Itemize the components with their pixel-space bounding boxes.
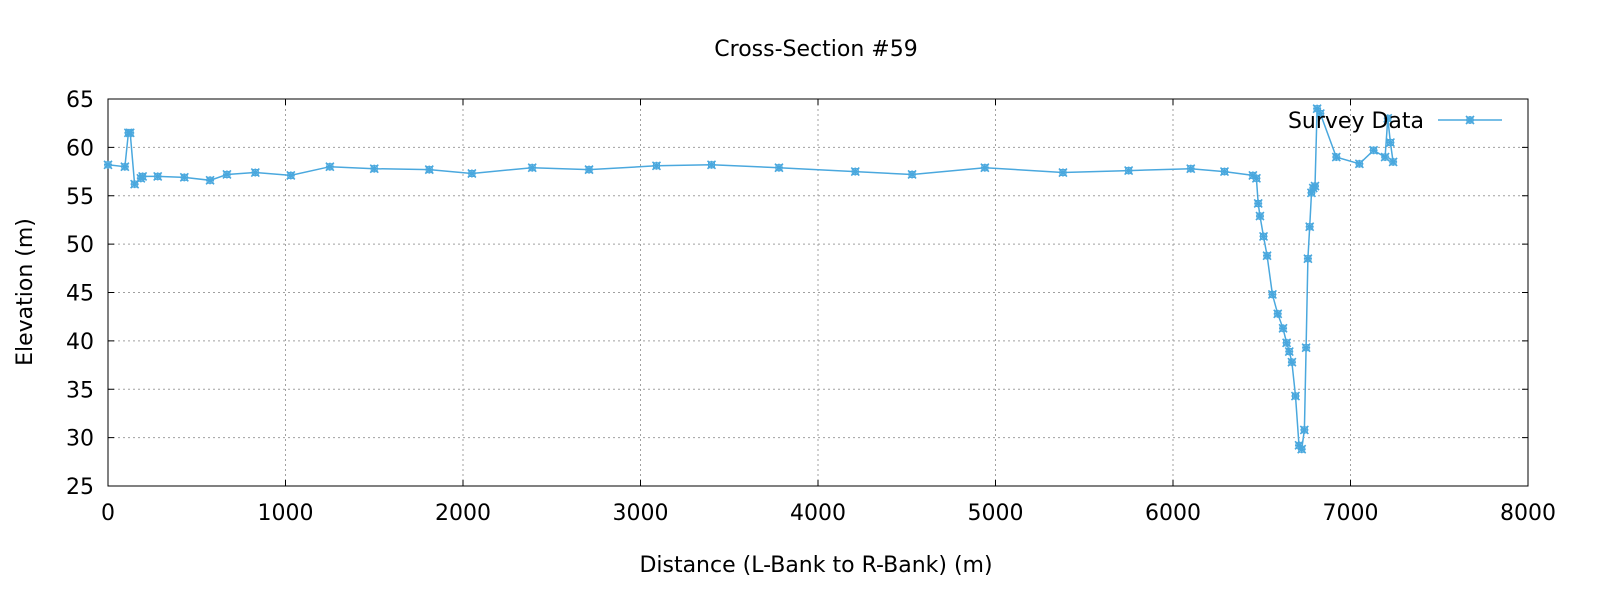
- data-point: [1388, 157, 1398, 167]
- x-tick-label: 8000: [1500, 501, 1556, 526]
- grid-lines: [108, 99, 1528, 486]
- data-point: [1303, 254, 1313, 264]
- x-tick-label: 2000: [435, 501, 491, 526]
- legend: Survey Data: [1288, 109, 1502, 134]
- y-tick-label: 55: [66, 185, 94, 210]
- data-point: [1354, 159, 1364, 169]
- axis-ticks: [107, 98, 1529, 487]
- data-point: [1058, 167, 1068, 178]
- data-point: [1305, 222, 1315, 232]
- data-point: [1297, 444, 1307, 454]
- data-point: [1315, 108, 1325, 119]
- legend-label-survey-data: Survey Data: [1288, 109, 1424, 134]
- data-point: [850, 166, 860, 177]
- data-point: [1282, 338, 1292, 348]
- data-point: [1124, 166, 1134, 176]
- data-point: [1385, 137, 1396, 148]
- x-tick-label: 6000: [1145, 501, 1201, 526]
- data-point: [1253, 198, 1263, 209]
- data-point: [1273, 309, 1283, 319]
- data-point: [250, 167, 260, 178]
- y-tick-label: 35: [66, 378, 94, 403]
- y-tick-label: 25: [66, 475, 94, 500]
- data-point: [1290, 391, 1301, 401]
- data-point: [1251, 173, 1261, 183]
- legend-marker-survey-data: [1465, 115, 1475, 125]
- data-point: [1369, 145, 1379, 155]
- data-point: [1255, 211, 1265, 221]
- x-tick-labels: 0 1000 2000 3000 4000 5000 6000 7000 8000: [101, 501, 1556, 526]
- data-point: [1306, 188, 1317, 198]
- data-point: [325, 162, 335, 172]
- y-tick-label: 45: [66, 282, 94, 307]
- data-point: [424, 165, 434, 175]
- data-point: [1186, 164, 1196, 174]
- x-tick-label: 0: [101, 501, 115, 526]
- x-tick-label: 7000: [1323, 501, 1379, 526]
- data-point: [103, 160, 113, 170]
- data-point: [125, 128, 135, 138]
- data-point: [1380, 152, 1390, 162]
- data-point: [1278, 323, 1288, 333]
- x-tick-label: 3000: [613, 501, 669, 526]
- data-point: [651, 161, 662, 171]
- y-tick-labels: 25 30 35 40 45 50 55 60 65: [66, 88, 94, 500]
- x-tick-label: 5000: [968, 501, 1024, 526]
- data-point: [1294, 440, 1304, 450]
- y-tick-label: 30: [66, 427, 94, 452]
- data-point: [179, 172, 189, 182]
- data-point: [205, 175, 215, 185]
- series-line: [107, 106, 1394, 452]
- data-point: [980, 163, 990, 173]
- data-point: [774, 163, 784, 173]
- data-point: [286, 170, 296, 180]
- data-point: [467, 168, 477, 179]
- y-tick-label: 60: [66, 136, 94, 161]
- data-point: [1287, 357, 1297, 367]
- data-point: [1299, 425, 1309, 435]
- data-point: [369, 164, 379, 174]
- data-point: [222, 169, 232, 180]
- series-survey-data: [103, 104, 1398, 454]
- x-axis-label: Distance (L-Bank to R-Bank) (m): [639, 553, 992, 578]
- data-point: [706, 160, 717, 170]
- data-point: [130, 179, 140, 189]
- data-point: [907, 169, 917, 180]
- data-point: [1301, 343, 1311, 353]
- data-point: [138, 171, 148, 181]
- data-point: [120, 162, 130, 172]
- data-point: [1284, 346, 1294, 357]
- y-tick-label: 50: [66, 233, 94, 258]
- data-point: [1331, 152, 1341, 162]
- data-point: [1267, 289, 1277, 300]
- data-point: [584, 165, 594, 175]
- data-point: [153, 171, 163, 181]
- chart-title: Cross-Section #59: [714, 37, 917, 62]
- data-point: [1310, 181, 1320, 191]
- data-point: [1262, 251, 1272, 261]
- data-point: [1219, 166, 1230, 177]
- data-point: [1258, 231, 1269, 241]
- x-tick-label: 4000: [790, 501, 846, 526]
- y-tick-label: 65: [66, 88, 94, 113]
- data-point: [1383, 113, 1393, 123]
- data-point: [1465, 115, 1475, 125]
- y-tick-label: 40: [66, 330, 94, 355]
- data-point: [527, 163, 537, 173]
- y-axis-label: Elevation (m): [13, 218, 38, 366]
- x-tick-label: 1000: [258, 501, 314, 526]
